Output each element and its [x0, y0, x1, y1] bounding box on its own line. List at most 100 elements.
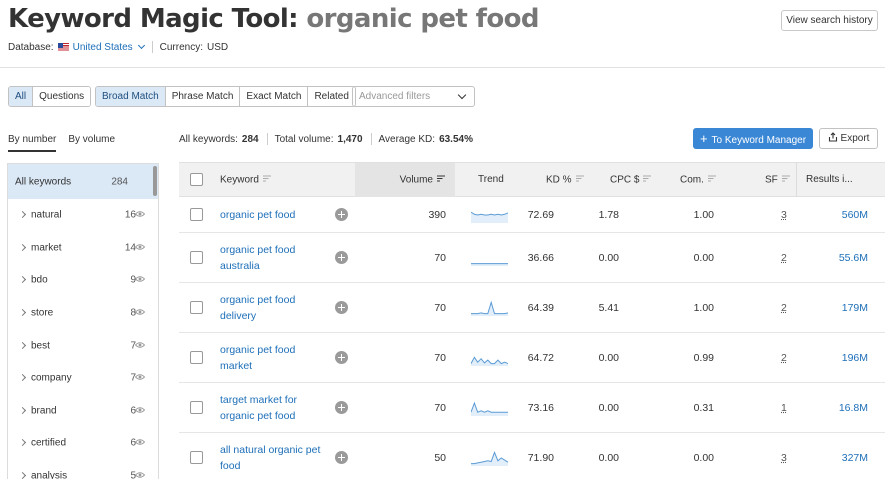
tab-by-volume[interactable]: By volume [68, 134, 115, 152]
sidebar-item-label: certified [31, 438, 66, 449]
eye-icon[interactable] [135, 405, 145, 416]
results-value[interactable]: 16.8M [839, 402, 868, 414]
column-sf[interactable]: SF [765, 163, 790, 197]
sidebar-item-certified[interactable]: certified 6 [8, 427, 158, 460]
cpc-value: 0.00 [599, 402, 619, 414]
sidebar-scrollbar[interactable] [153, 166, 157, 196]
eye-icon[interactable] [135, 340, 145, 351]
eye-icon[interactable] [135, 308, 145, 319]
column-cpc-label: CPC $ [610, 175, 639, 186]
add-to-list-icon[interactable] [335, 251, 348, 264]
tab-exact-match[interactable]: Exact Match [240, 87, 308, 106]
cpc-value: 1.78 [599, 209, 619, 221]
volume-value: 70 [434, 302, 446, 314]
export-label: Export [841, 133, 870, 144]
add-to-list-icon[interactable] [335, 451, 348, 464]
export-button[interactable]: Export [819, 128, 878, 149]
keyword-link[interactable]: target market for organic pet food [220, 392, 325, 424]
tab-by-number[interactable]: By number [8, 134, 56, 152]
add-to-list-icon[interactable] [335, 301, 348, 314]
eye-icon[interactable] [135, 471, 145, 479]
chevron-right-icon[interactable] [19, 211, 26, 218]
results-value[interactable]: 55.6M [839, 252, 868, 264]
add-to-list-icon[interactable] [335, 208, 348, 221]
chevron-right-icon[interactable] [19, 374, 26, 381]
chevron-right-icon[interactable] [19, 309, 26, 316]
kd-value: 73.16 [528, 402, 554, 414]
column-cpc[interactable]: CPC $ [610, 163, 651, 197]
chevron-right-icon[interactable] [19, 439, 26, 446]
column-results[interactable]: Results i... [806, 163, 853, 197]
chevron-right-icon[interactable] [19, 407, 26, 414]
row-checkbox[interactable] [190, 351, 203, 364]
eye-icon[interactable] [135, 438, 145, 449]
sort-icon [708, 163, 716, 197]
sidebar-item-analysis[interactable]: analysis 5 [8, 460, 158, 479]
sidebar-item-natural[interactable]: natural 16 [8, 199, 158, 232]
database-label: Database: [8, 42, 54, 53]
chevron-down-icon[interactable] [138, 42, 145, 49]
column-kd[interactable]: KD % [546, 163, 584, 197]
advanced-filters-dropdown[interactable]: Advanced filters [352, 86, 475, 107]
add-to-list-icon[interactable] [335, 401, 348, 414]
serp-features-value[interactable]: 2 [781, 352, 787, 364]
add-to-list-icon[interactable] [335, 351, 348, 364]
chevron-right-icon[interactable] [19, 244, 26, 251]
eye-icon[interactable] [135, 210, 145, 221]
row-checkbox[interactable] [190, 451, 203, 464]
keyword-link[interactable]: organic pet food [220, 207, 325, 223]
sidebar-item-all-keywords[interactable]: All keywords 284 [8, 164, 158, 199]
eye-icon[interactable] [135, 242, 145, 253]
sidebar-item-label: market [31, 242, 62, 253]
row-checkbox[interactable] [190, 301, 203, 314]
tab-questions[interactable]: Questions [33, 87, 90, 106]
keyword-link[interactable]: organic pet food australia [220, 242, 325, 274]
table-row: target market for organic pet food 70 73.1… [179, 383, 885, 433]
tab-all[interactable]: All [9, 87, 33, 106]
view-search-history-button[interactable]: View search history [781, 10, 878, 31]
sort-icon [263, 163, 271, 197]
chevron-right-icon[interactable] [19, 276, 26, 283]
all-keywords-label: All keywords: [179, 134, 238, 145]
trend-sparkline [471, 400, 509, 416]
sidebar-item-bdo[interactable]: bdo 9 [8, 264, 158, 297]
results-value[interactable]: 179M [842, 302, 868, 314]
results-value[interactable]: 560M [842, 209, 868, 221]
keyword-link[interactable]: organic pet food market [220, 342, 325, 374]
eye-icon[interactable] [135, 373, 145, 384]
sidebar-item-market[interactable]: market 14 [8, 232, 158, 265]
serp-features-value[interactable]: 3 [781, 452, 787, 464]
row-checkbox[interactable] [190, 208, 203, 221]
keyword-link[interactable]: organic pet food delivery [220, 292, 325, 324]
sidebar-item-label: bdo [31, 275, 48, 286]
to-keyword-manager-button[interactable]: + To Keyword Manager [693, 128, 813, 149]
header-divider [0, 67, 885, 68]
results-value[interactable]: 327M [842, 452, 868, 464]
cpc-value: 0.00 [599, 352, 619, 364]
serp-features-value[interactable]: 3 [781, 209, 787, 221]
sidebar-item-company[interactable]: company 7 [8, 362, 158, 395]
plus-icon: + [700, 131, 708, 146]
chevron-right-icon[interactable] [19, 342, 26, 349]
select-all-checkbox[interactable] [190, 173, 203, 186]
sidebar-item-store[interactable]: store 8 [8, 297, 158, 330]
tab-phrase-match[interactable]: Phrase Match [166, 87, 241, 106]
serp-features-value[interactable]: 2 [781, 302, 787, 314]
sidebar-item-label: natural [31, 210, 62, 221]
serp-features-value[interactable]: 1 [781, 402, 787, 414]
results-value[interactable]: 196M [842, 352, 868, 364]
serp-features-value[interactable]: 2 [781, 252, 787, 264]
sidebar-item-best[interactable]: best 7 [8, 329, 158, 362]
column-keyword[interactable]: Keyword [220, 163, 271, 197]
chevron-right-icon[interactable] [19, 472, 26, 479]
sidebar-item-brand[interactable]: brand 6 [8, 395, 158, 428]
keyword-link[interactable]: all natural organic pet food [220, 442, 325, 474]
column-volume[interactable]: Volume [355, 163, 455, 197]
row-checkbox[interactable] [190, 401, 203, 414]
column-com[interactable]: Com. [680, 163, 716, 197]
tab-related[interactable]: Related [308, 87, 354, 106]
database-selector[interactable]: United States [73, 42, 133, 53]
row-checkbox[interactable] [190, 251, 203, 264]
eye-icon[interactable] [135, 275, 145, 286]
tab-broad-match[interactable]: Broad Match [96, 87, 166, 106]
